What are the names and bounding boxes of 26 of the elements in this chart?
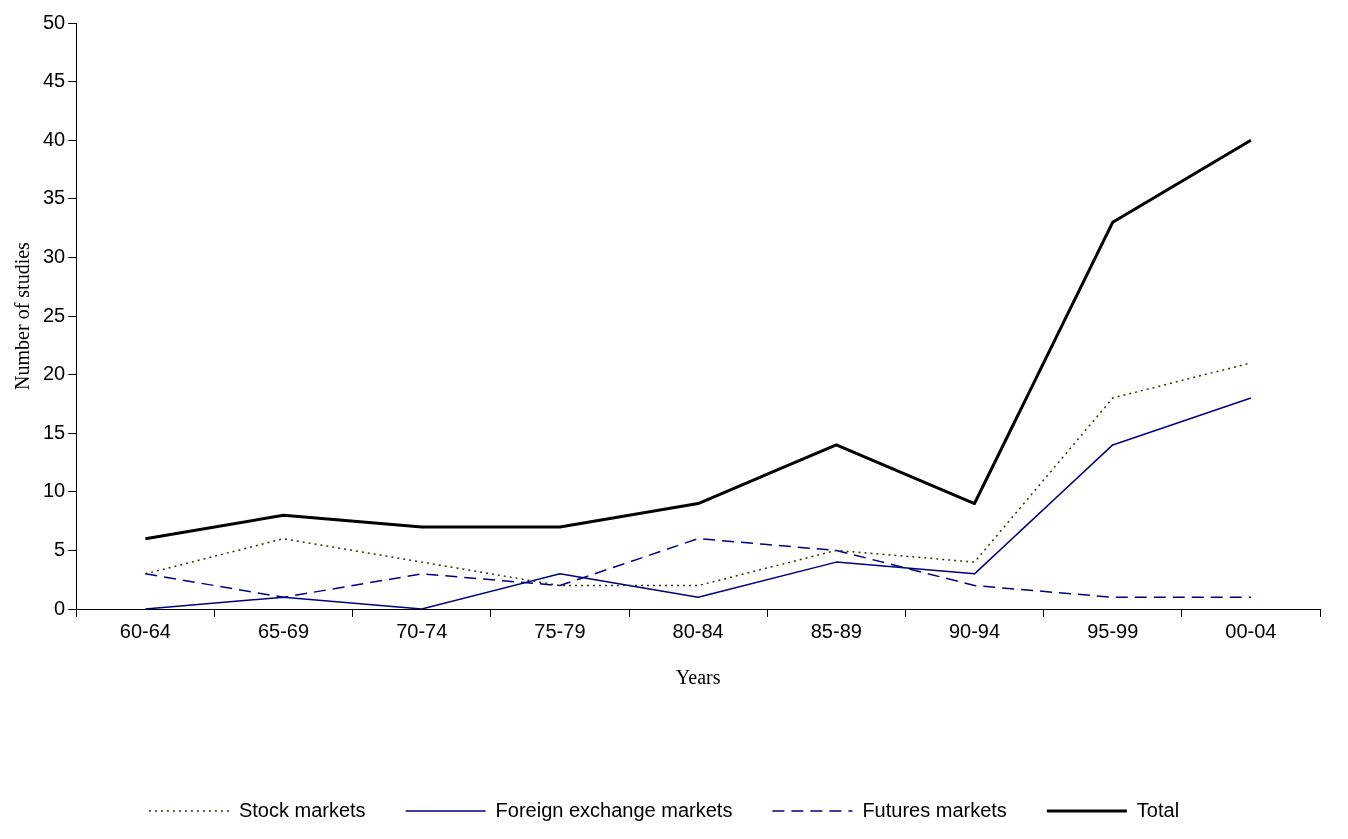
y-tick-label: 50 (43, 10, 66, 33)
x-tick-label: 85-89 (810, 619, 862, 642)
x-tick-label: 65-69 (257, 619, 310, 642)
x-tick-label: 95-99 (1087, 619, 1139, 642)
y-tick-label: 35 (43, 186, 66, 209)
x-tick-label: 75-79 (534, 619, 586, 642)
y-axis-title: Number of studies (11, 241, 34, 390)
y-tick-label: 20 (43, 362, 66, 385)
y-tick-label: 45 (43, 69, 66, 92)
y-tick-label: 30 (43, 244, 66, 267)
x-tick-label: 70-74 (396, 619, 448, 642)
y-tick-label: 40 (43, 127, 66, 150)
legend-label: Stock markets (238, 798, 366, 821)
y-tick-label: 0 (54, 596, 66, 619)
legend-label: Total (1136, 798, 1180, 821)
x-tick-label: 80-84 (672, 619, 724, 642)
x-tick-label: 00-04 (1225, 619, 1277, 642)
x-axis-title: Years (675, 666, 721, 689)
y-tick-label: 5 (54, 537, 66, 560)
x-tick-label: 60-64 (119, 619, 171, 642)
y-tick-label: 15 (43, 420, 66, 443)
x-tick-label: 90-94 (948, 619, 1001, 642)
legend-label: Futures markets (862, 798, 1007, 821)
y-tick-label: 10 (43, 479, 66, 502)
y-tick-label: 25 (43, 303, 66, 326)
legend-label: Foreign exchange markets (495, 798, 733, 821)
